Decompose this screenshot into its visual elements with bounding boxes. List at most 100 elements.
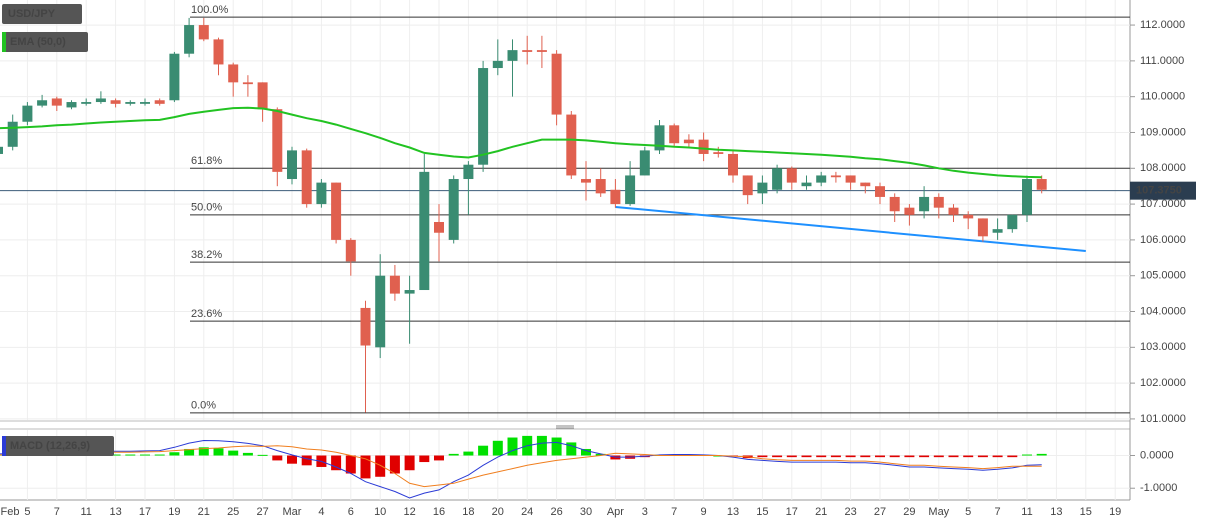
- histogram-bar: [536, 435, 547, 456]
- x-tick-label: 21: [815, 506, 827, 518]
- candle-body: [507, 50, 518, 61]
- symbol-box: [2, 4, 82, 24]
- x-tick-label: 27: [256, 506, 268, 518]
- candle-body: [772, 168, 783, 190]
- candle-body: [228, 64, 239, 83]
- fib-label: 23.6%: [191, 308, 222, 320]
- candle-body: [419, 171, 430, 291]
- fib-label: 61.8%: [191, 155, 222, 167]
- histogram-bar: [198, 447, 209, 456]
- histogram-bar: [287, 455, 297, 464]
- histogram-bar: [110, 454, 121, 456]
- candle-body: [581, 179, 591, 183]
- histogram-bar: [1022, 454, 1032, 456]
- candle-body: [816, 175, 827, 183]
- histogram-bar: [963, 455, 974, 458]
- histogram-bar: [492, 440, 503, 456]
- candle-body: [801, 182, 812, 187]
- x-tick-label: 20: [492, 506, 504, 518]
- histogram-bar: [404, 455, 415, 471]
- fib-label: 38.2%: [191, 249, 222, 261]
- x-tick-label: 30: [580, 506, 592, 518]
- histogram-bar: [757, 455, 768, 458]
- candle-body: [963, 214, 974, 219]
- histogram-bar: [272, 455, 283, 461]
- candle-body: [713, 152, 724, 154]
- histogram-bar: [169, 452, 180, 456]
- candle-body: [272, 109, 283, 172]
- current-price-label: 107.3750: [1136, 185, 1182, 197]
- macd-panel: [0, 430, 1130, 500]
- histogram-bar: [595, 453, 606, 456]
- candle-body: [316, 182, 327, 205]
- candle-body: [81, 102, 92, 104]
- y-tick-label: 106.0000: [1140, 234, 1186, 246]
- histogram-bar: [257, 454, 268, 456]
- histogram-bar: [331, 455, 342, 471]
- histogram-bar: [184, 448, 195, 456]
- candle-body: [639, 150, 650, 176]
- candle-body: [345, 239, 356, 262]
- y-tick-label: 109.0000: [1140, 126, 1186, 138]
- x-tick-label: 10: [374, 506, 386, 518]
- x-tick-label: 17: [786, 506, 798, 518]
- x-tick-label: 13: [1050, 506, 1062, 518]
- fib-label: 100.0%: [191, 4, 229, 16]
- legend-label: EMA (50,0): [10, 36, 66, 48]
- candle-body: [786, 168, 797, 183]
- candle-body: [389, 275, 400, 294]
- x-tick-label: 11: [80, 506, 91, 518]
- histogram-bar: [448, 453, 459, 456]
- y-tick-label: 103.0000: [1140, 341, 1186, 353]
- x-tick-label: 23: [844, 506, 856, 518]
- histogram-bar: [948, 455, 959, 458]
- candle-body: [536, 50, 547, 52]
- x-tick-label: 5: [24, 506, 30, 518]
- histogram-bar: [713, 455, 724, 457]
- histogram-bar: [375, 455, 386, 477]
- y-tick-label: 112.0000: [1140, 19, 1185, 31]
- price-panel: [0, 0, 1130, 420]
- x-tick-label: 7: [671, 506, 677, 518]
- candle-body: [7, 121, 18, 147]
- macd-line: [0, 439, 1042, 499]
- histogram-bar: [301, 455, 312, 466]
- candle-body: [595, 179, 606, 194]
- histogram-bar: [801, 455, 812, 458]
- histogram-bar: [933, 455, 944, 458]
- candle-body: [742, 175, 753, 196]
- histogram-bar: [830, 455, 841, 458]
- candle-body: [919, 196, 930, 212]
- candle-body: [154, 100, 165, 104]
- candle-body: [140, 102, 150, 104]
- candle-body: [22, 105, 33, 122]
- histogram-bar: [845, 455, 856, 458]
- histogram-bar: [242, 452, 253, 456]
- candle-body: [184, 25, 195, 54]
- x-tick-label: 15: [1080, 506, 1092, 518]
- candle-body: [404, 290, 415, 294]
- histogram-bar: [919, 455, 930, 458]
- histogram-bar: [228, 450, 239, 456]
- histogram-bar: [581, 448, 591, 456]
- ema-box: [2, 32, 88, 52]
- candle-body: [1022, 179, 1032, 215]
- x-tick-label: Feb: [1, 506, 20, 518]
- y-tick-label: 104.0000: [1140, 305, 1186, 317]
- candle-body: [448, 179, 459, 240]
- candle-body: [698, 139, 709, 154]
- y-tick-label: 108.0000: [1140, 162, 1186, 174]
- candle-body: [95, 98, 106, 103]
- x-tick-label: 27: [874, 506, 886, 518]
- histogram-bar: [213, 448, 224, 456]
- candle-body: [169, 53, 180, 101]
- candle-body: [287, 150, 297, 180]
- candle-body: [904, 207, 915, 215]
- histogram-bar: [889, 455, 900, 458]
- candle-body: [860, 182, 871, 187]
- histogram-bar: [507, 437, 518, 456]
- x-tick-label: 19: [1109, 506, 1121, 518]
- candle-body: [830, 175, 841, 178]
- x-tick-label: 3: [642, 506, 648, 518]
